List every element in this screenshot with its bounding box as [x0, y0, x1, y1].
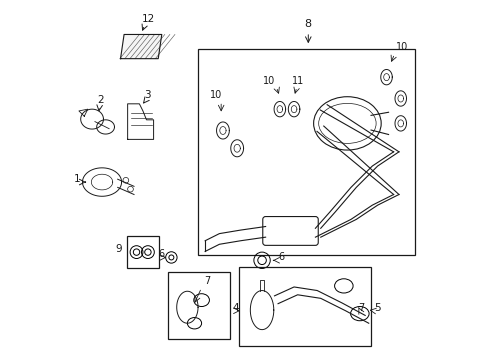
Text: 10: 10 — [395, 42, 408, 52]
Text: 4: 4 — [232, 303, 238, 313]
Text: 7: 7 — [358, 303, 364, 313]
Bar — [127, 236, 158, 268]
Text: 12: 12 — [141, 14, 154, 24]
Text: 9: 9 — [116, 244, 122, 254]
Text: 10: 10 — [262, 76, 275, 86]
Text: 2: 2 — [97, 95, 104, 105]
Text: 5: 5 — [374, 303, 380, 313]
Text: 1: 1 — [74, 174, 80, 184]
Text: 8: 8 — [304, 19, 311, 29]
Text: 6: 6 — [277, 252, 284, 262]
Bar — [167, 272, 229, 339]
Text: 6: 6 — [158, 250, 164, 260]
Text: 3: 3 — [144, 90, 150, 100]
Polygon shape — [121, 35, 162, 59]
Text: 11: 11 — [291, 76, 303, 86]
Text: 7: 7 — [203, 276, 210, 286]
Bar — [239, 267, 370, 346]
Text: 10: 10 — [209, 90, 222, 100]
Bar — [197, 49, 414, 255]
